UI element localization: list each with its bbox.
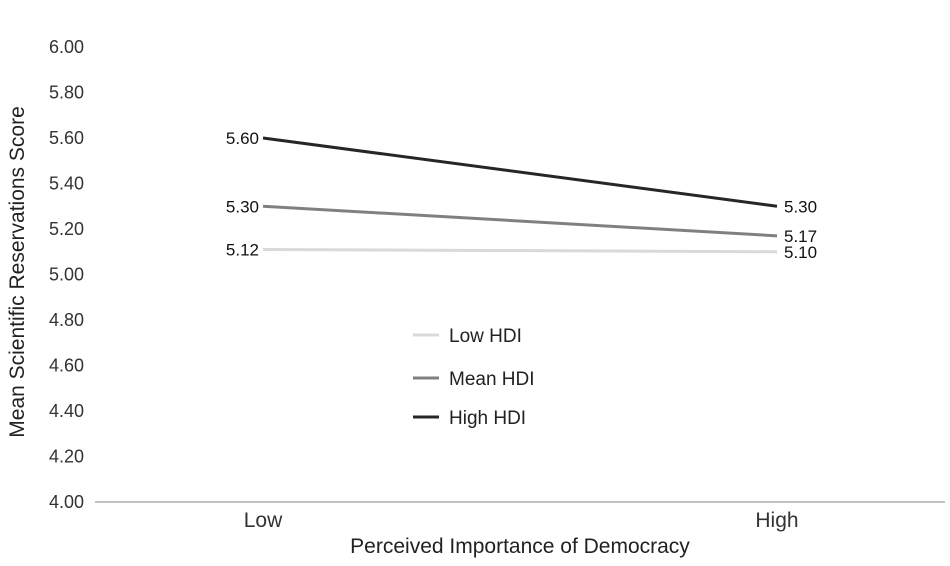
y-tick-label: 5.60 [49,128,84,148]
y-tick-label: 5.20 [49,219,84,239]
y-axis-ticks: 4.00 4.20 4.40 4.60 4.80 5.00 5.20 5.40 5.60 5.80… [49,37,84,512]
data-label: 5.17 [784,227,817,246]
series-line-mean-hdi [262,204,778,238]
data-label: 5.60 [226,129,259,148]
legend: Low HDI Mean HDI High HDI [413,326,535,429]
data-label: 5.10 [784,243,817,262]
series-line-high-hdi [262,136,778,208]
y-tick-label: 4.20 [49,447,84,467]
x-axis-title: Perceived Importance of Democracy [350,535,690,558]
x-tick-label: Low [244,509,283,532]
y-axis-title: Mean Scientific Reservations Score [6,106,29,437]
x-axis-ticks: Low High [244,509,799,532]
y-tick-label: 5.00 [49,265,84,285]
legend-label: High HDI [449,408,526,429]
y-tick-label: 4.60 [49,356,84,376]
data-label: 5.30 [226,197,259,216]
legend-label: Mean HDI [449,369,535,390]
series-line-low-hdi [262,247,778,254]
data-labels: 5.12 5.10 5.30 5.17 5.60 5.30 [226,129,817,262]
data-label: 5.12 [226,240,259,259]
y-tick-label: 6.00 [49,37,84,57]
y-tick-label: 5.40 [49,174,84,194]
x-tick-label: High [755,509,798,532]
y-tick-label: 5.80 [49,83,84,103]
legend-label: Low HDI [449,326,522,347]
series-lines [262,136,778,254]
data-label: 5.30 [784,197,817,216]
y-tick-label: 4.40 [49,401,84,421]
y-tick-label: 4.80 [49,310,84,330]
y-tick-label: 4.00 [49,492,84,512]
